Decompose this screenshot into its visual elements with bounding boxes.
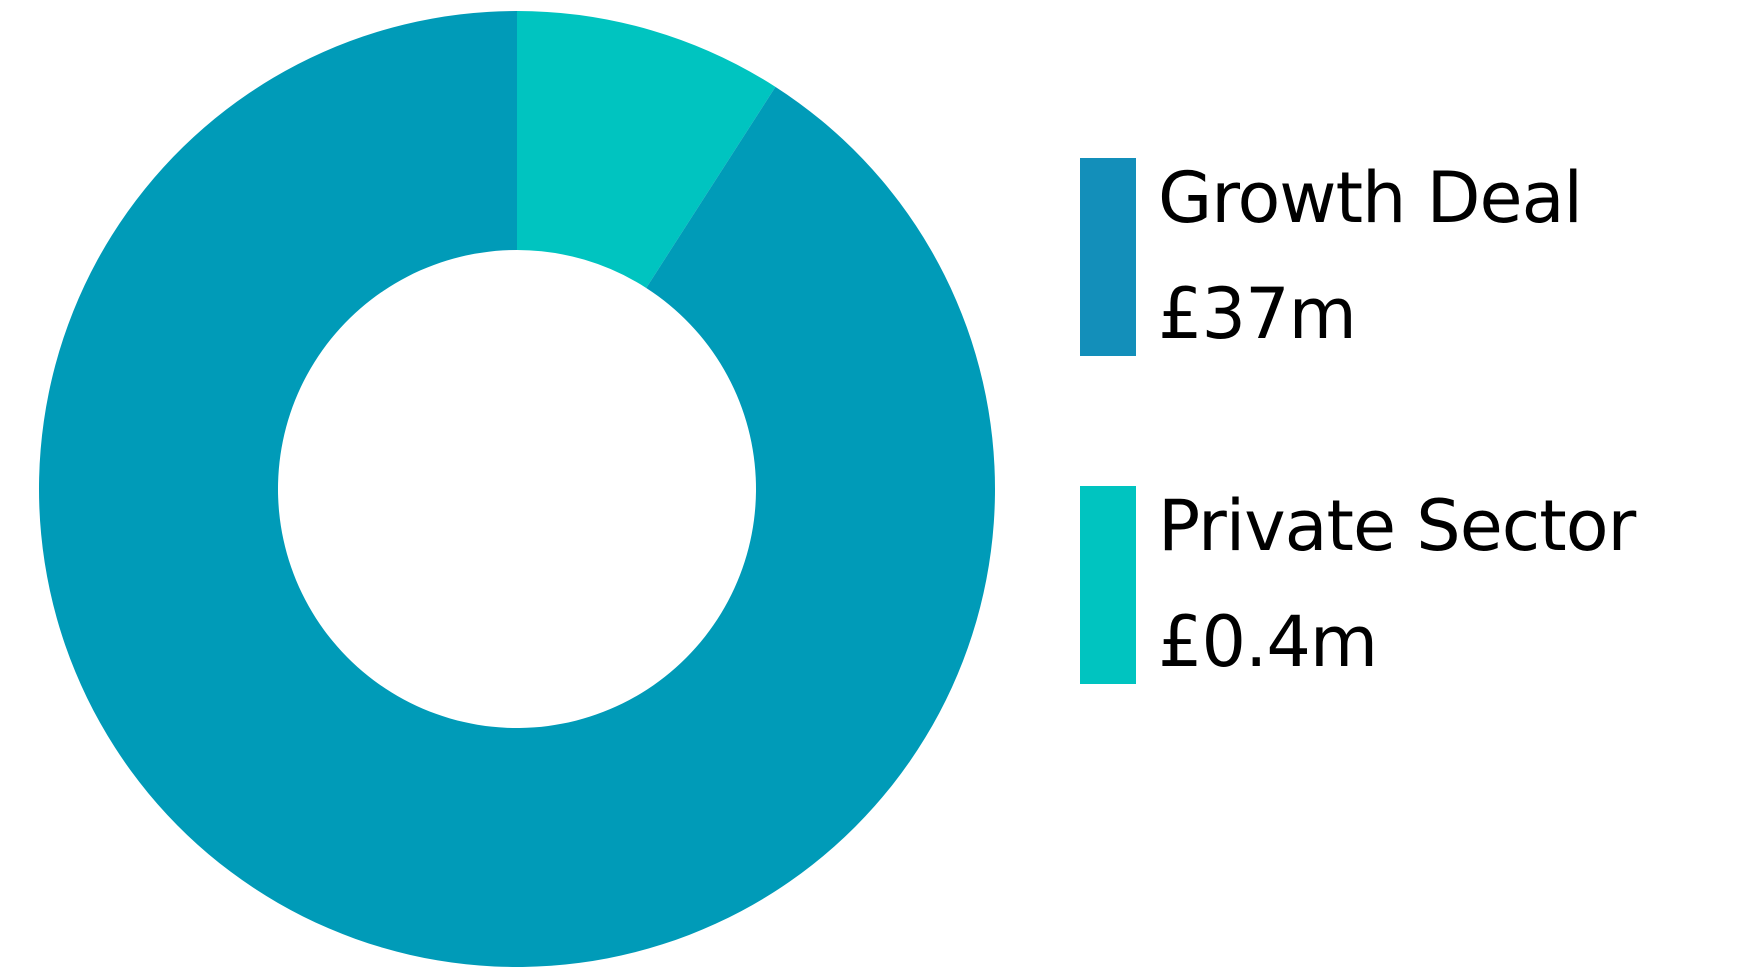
donut-slice-growth-deal	[39, 11, 995, 967]
legend-swatch-private-sector	[1080, 486, 1136, 684]
legend-item-growth-deal: Growth Deal £37m	[1080, 158, 1720, 356]
legend-swatch-growth-deal	[1080, 158, 1136, 356]
legend-value-growth-deal: £37m	[1158, 273, 1357, 355]
legend-label-private-sector: Private Sector	[1158, 485, 1636, 567]
legend-item-private-sector: Private Sector £0.4m	[1080, 486, 1720, 684]
donut-slice-private-sector	[517, 11, 776, 288]
legend-value-private-sector: £0.4m	[1158, 601, 1378, 683]
legend-label-growth-deal: Growth Deal	[1158, 157, 1583, 239]
donut-chart	[39, 11, 995, 967]
